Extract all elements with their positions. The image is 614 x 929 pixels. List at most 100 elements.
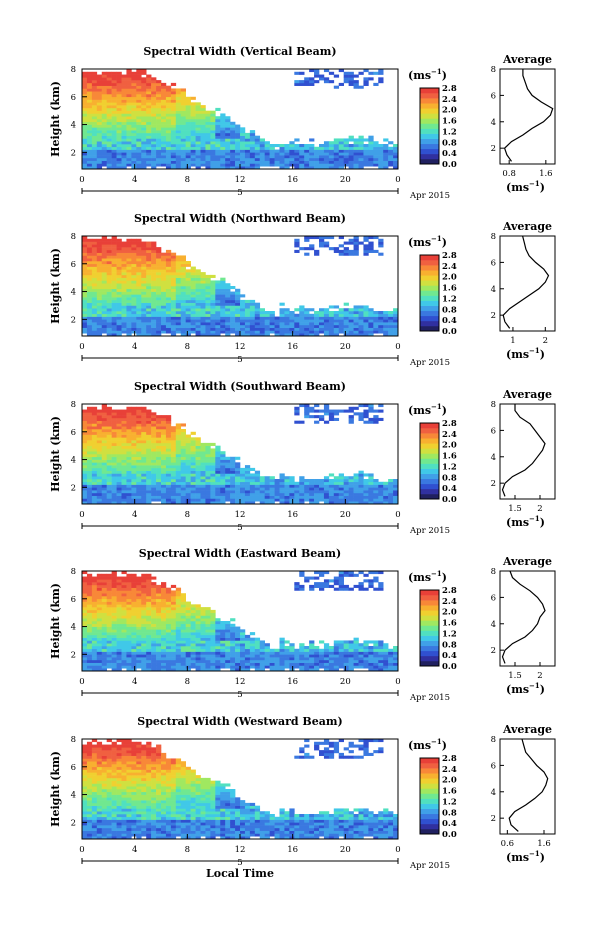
- heatmap-cell: [353, 82, 359, 86]
- heatmap-cell: [165, 116, 172, 120]
- heatmap-cell: [195, 163, 201, 167]
- heatmap-cell: [170, 127, 177, 131]
- heatmap-cell: [131, 288, 137, 292]
- heatmap-cell: [210, 629, 216, 633]
- heatmap-cell: [249, 319, 256, 323]
- heatmap-cell: [121, 157, 127, 161]
- heatmap-cell: [116, 640, 122, 644]
- heatmap-cell: [86, 297, 93, 301]
- heatmap-cell: [304, 236, 310, 240]
- heatmap-cell: [249, 149, 256, 153]
- heatmap-cell: [116, 456, 122, 460]
- heatmap-cell: [126, 640, 132, 644]
- heatmap-cell: [141, 130, 147, 134]
- heatmap-cell: [91, 596, 98, 600]
- heatmap-cell: [136, 138, 142, 142]
- heatmap-cell: [190, 308, 196, 312]
- heatmap-cell: [338, 473, 344, 477]
- heatmap-cell: [170, 116, 177, 120]
- heatmap-cell: [82, 659, 88, 663]
- heatmap-cell: [353, 238, 359, 242]
- heatmap-cell: [136, 662, 142, 666]
- heatmap-cell: [205, 476, 211, 480]
- heatmap-cell: [156, 258, 162, 262]
- heatmap-cell: [82, 274, 88, 278]
- heatmap-cell: [393, 501, 399, 505]
- heatmap-cell: [205, 448, 211, 452]
- heatmap-cell: [240, 138, 246, 142]
- heatmap-cell: [323, 330, 330, 334]
- colorbar-segment: [420, 133, 439, 139]
- heatmap-cell: [151, 498, 157, 502]
- heatmap-cell: [136, 96, 142, 100]
- heatmap-cell: [180, 319, 186, 323]
- heatmap-cell: [378, 319, 384, 323]
- heatmap-cell: [210, 311, 216, 315]
- heatmap-cell: [264, 149, 270, 153]
- colorbar-segment: [420, 270, 439, 276]
- y-axis-label: Height (km): [49, 248, 62, 324]
- heatmap-cell: [141, 659, 147, 663]
- heatmap-cell: [368, 484, 374, 488]
- heatmap-cell: [200, 451, 206, 455]
- heatmap-cell: [215, 473, 221, 477]
- heatmap-cell: [121, 107, 127, 111]
- heatmap-cell: [82, 283, 88, 287]
- heatmap-cell: [254, 316, 261, 320]
- heatmap-cell: [220, 487, 226, 491]
- heatmap-cell: [180, 107, 186, 111]
- heatmap-cell: [106, 456, 112, 460]
- heatmap-cell: [136, 313, 142, 317]
- heatmap-cell: [210, 327, 216, 331]
- heatmap-cell: [383, 492, 389, 496]
- heatmap-cell: [101, 440, 107, 444]
- heatmap-cell: [180, 612, 186, 616]
- heatmap-cell: [289, 160, 295, 164]
- heatmap-cell: [106, 88, 112, 92]
- heatmap-cell: [323, 149, 330, 153]
- heatmap-cell: [175, 141, 182, 145]
- heatmap-cell: [121, 637, 127, 641]
- heatmap-cell: [96, 146, 103, 150]
- heatmap-cell: [328, 149, 335, 153]
- heatmap-cell: [170, 448, 177, 452]
- heatmap-cell: [136, 459, 142, 463]
- heatmap-cell: [101, 495, 107, 499]
- heatmap-cell: [111, 166, 117, 170]
- heatmap-cell: [249, 299, 256, 303]
- heatmap-cell: [338, 244, 344, 248]
- heatmap-cell: [86, 149, 93, 153]
- heatmap-cell: [91, 244, 98, 248]
- heatmap-cell: [156, 442, 162, 446]
- heatmap-cell: [131, 258, 137, 262]
- heatmap-cell: [220, 302, 226, 306]
- heatmap-cell: [244, 333, 251, 337]
- heatmap-cell: [96, 618, 103, 622]
- heatmap-cell: [126, 662, 132, 666]
- heatmap-cell: [190, 648, 196, 652]
- heatmap-cell: [383, 138, 389, 142]
- heatmap-cell: [299, 144, 305, 148]
- heatmap-cell: [294, 146, 300, 150]
- heatmap-cell: [82, 467, 88, 471]
- heatmap-cell: [156, 604, 162, 608]
- heatmap-cell: [141, 91, 147, 95]
- heatmap-cell: [205, 160, 211, 164]
- heatmap-cell: [121, 490, 127, 494]
- heatmap-cell: [82, 291, 88, 295]
- heatmap-cell: [91, 598, 98, 602]
- heatmap-cell: [254, 495, 261, 499]
- heatmap-cell: [161, 604, 167, 608]
- heatmap-cell: [230, 144, 236, 148]
- heatmap-cell: [96, 105, 103, 109]
- heatmap-cell: [111, 657, 117, 661]
- heatmap-cell: [86, 105, 93, 109]
- heatmap-cell: [161, 288, 167, 292]
- heatmap-cell: [170, 272, 177, 276]
- heatmap-cell: [363, 160, 369, 164]
- heatmap-cell: [304, 495, 310, 499]
- heatmap-cell: [91, 119, 98, 123]
- heatmap-cell: [121, 138, 127, 142]
- heatmap-cell: [126, 596, 132, 600]
- heatmap-cell: [170, 440, 177, 444]
